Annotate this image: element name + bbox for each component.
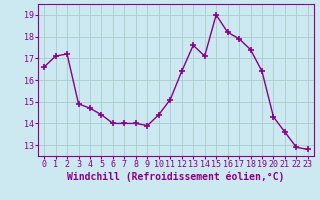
X-axis label: Windchill (Refroidissement éolien,°C): Windchill (Refroidissement éolien,°C) [67, 172, 285, 182]
